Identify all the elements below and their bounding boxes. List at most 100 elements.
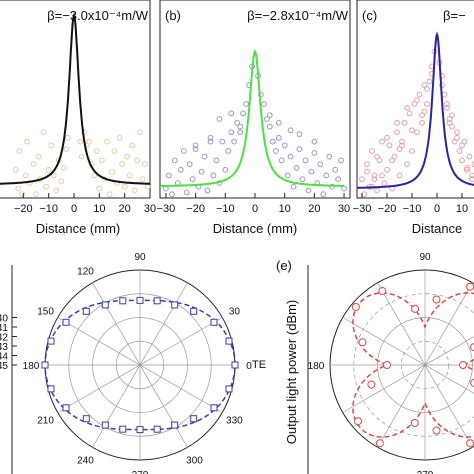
panel-b-point [186, 161, 193, 168]
panel-a-point [144, 183, 151, 190]
panel-d-point [153, 425, 161, 433]
panel-e-point [466, 439, 474, 448]
panel-b-point [275, 119, 282, 126]
panel-b-x-tick-label: 0 [252, 203, 258, 215]
panel-c-annotation: β=− [443, 8, 466, 23]
panel-a-point [35, 153, 42, 160]
panel-d-left-tick-label: 45 [0, 361, 8, 372]
panel-c-x-ticks: −30 −20 −10 0 10 [353, 193, 468, 215]
panel-a-point [142, 161, 148, 168]
panel-b-frame [159, 0, 351, 199]
panel-b-point [296, 146, 303, 153]
panel-d-angle-label: 210 [37, 416, 54, 427]
panel-d-point [190, 415, 198, 423]
panel-b-x-tick-label: 20 [308, 203, 320, 215]
panel-a-point [137, 129, 143, 136]
panel-c-point [459, 157, 465, 164]
panel-d-angle-label: 120 [77, 267, 94, 278]
panel-b-point [166, 172, 172, 179]
panel-d-left-tick-label: 40 [0, 314, 8, 325]
panel-d-angle-label: 90 [134, 252, 146, 263]
panel-c-point [441, 91, 448, 98]
panel-b-x-tick-label: 30 [338, 203, 350, 215]
panel-d-point [225, 385, 233, 393]
panel-c-point [361, 191, 368, 198]
panel-b-point [222, 166, 229, 173]
panel-c-point [359, 176, 365, 183]
panel-c-point [414, 97, 420, 104]
panel-c-point [446, 119, 453, 126]
panel-c-point [394, 129, 400, 136]
panel-b-label: (b) [165, 8, 181, 23]
panel-b-point [198, 168, 205, 175]
panel-b-point [171, 157, 178, 164]
panel-a-x-tick-label: 10 [93, 203, 105, 215]
panel-b-point [216, 116, 223, 122]
panel-b-point [278, 157, 285, 164]
panel-b-point [234, 119, 241, 126]
panel-e-point [375, 439, 384, 448]
panel-c-point [384, 166, 390, 173]
panel-a-point [78, 153, 85, 160]
panel-d-point [47, 337, 55, 345]
panel-a-point [30, 161, 37, 168]
panel-c-point [421, 108, 428, 115]
panel-a-point [53, 187, 60, 194]
panel-d-point [41, 361, 49, 369]
panel-a-point [131, 187, 138, 194]
panel-b-point [269, 138, 276, 145]
panel-e-point [432, 426, 441, 435]
panel-a-point [16, 148, 23, 154]
panel-e-angle-labels: 90 270 180 [308, 252, 434, 474]
panel-e-point [470, 378, 474, 387]
panel-a-annotation: β=−3.0x10⁻⁴m/W [47, 8, 149, 23]
panel-a-point [119, 161, 125, 168]
panel-d-angle-label: 330 [226, 416, 243, 427]
panel-d-left-tick-label: 43 [0, 342, 8, 353]
panel-d-angle-label: 300 [186, 455, 203, 466]
panel-b-point [296, 131, 303, 138]
panel-a-point [96, 185, 103, 192]
panel-d-point [101, 421, 109, 429]
panel-c-point [386, 142, 393, 149]
panel-a-x-tick-label: −20 [14, 203, 33, 215]
panel-d-left-axis-ticks: 404142434445 [0, 314, 17, 372]
panel-b-point [293, 165, 300, 171]
panel-b-point [204, 187, 211, 194]
panel-c-point [459, 142, 465, 149]
panel-a-xlabel: Distance (mm) [36, 221, 121, 236]
panel-b-point [305, 187, 312, 194]
panel-e-point [351, 303, 360, 311]
panel-c-point [379, 138, 385, 145]
panel-a-point [33, 191, 39, 198]
panel-d-point [231, 361, 239, 369]
panel-a-x-tick-label: 0 [71, 203, 77, 215]
panel-e-polar-grid [329, 269, 474, 461]
panel-b-point [308, 168, 315, 175]
panel-b-x-tick-label: −10 [216, 203, 235, 215]
panel-d-point [136, 296, 144, 304]
panel-c-point [389, 157, 395, 164]
panel-b-point [311, 150, 318, 156]
panel-a-point [12, 166, 19, 173]
panel-e-point [358, 338, 367, 347]
panel-a-point [129, 142, 136, 149]
panel-b-x-tick-label: −30 [157, 203, 176, 215]
panel-c-point [399, 138, 405, 145]
panel-c-point [364, 161, 370, 168]
panel-c-point [464, 165, 470, 171]
panel-a-x-tick-label: 20 [119, 203, 131, 215]
panel-b-point [192, 142, 199, 149]
panel-b-annotation: β=−2.8x10⁻⁴m/W [247, 8, 349, 23]
panel-a-point [61, 165, 67, 171]
panel-d-point [171, 301, 179, 309]
panel-b-point [213, 157, 220, 164]
panel-a-point [111, 148, 118, 154]
panel-c-point [404, 104, 410, 111]
panel-c-point [454, 129, 460, 136]
panel-c-frame [356, 0, 474, 199]
panel-c-point [464, 166, 470, 173]
panel-a-point [99, 157, 105, 164]
panel-c-point [374, 187, 380, 194]
